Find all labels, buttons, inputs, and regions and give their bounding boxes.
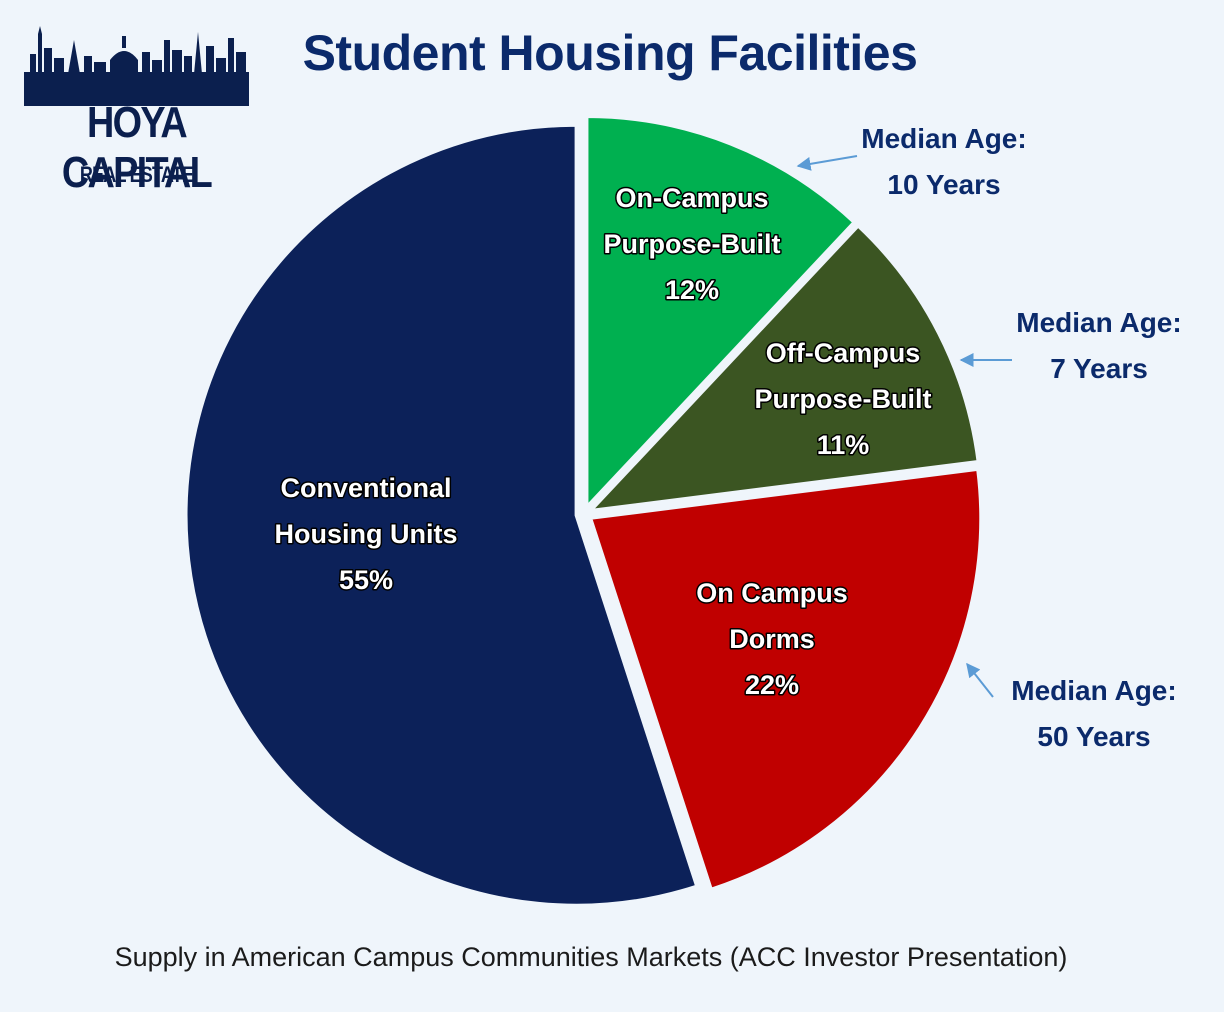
pie-slice-on-campus-purpose-built <box>585 115 857 511</box>
median-age-annotation: Median Age: 50 Years <box>1011 675 1176 752</box>
chart-caption: Supply in American Campus Communities Ma… <box>114 942 1068 972</box>
skyline-icon <box>24 26 249 106</box>
chart-title: Student Housing Facilities <box>302 25 918 81</box>
brand-subtitle: REAL ESTATE <box>79 162 194 187</box>
pie-slice-off-campus-purpose-built <box>587 223 980 513</box>
median-age-annotation: Median Age: 10 Years <box>861 123 1026 200</box>
hoya-capital-logo: HOYA CAPITAL REAL ESTATE <box>24 26 249 197</box>
slice-label: On-Campus Purpose-Built 12% <box>603 183 780 305</box>
slice-label: Off-Campus Purpose-Built 11% <box>754 338 931 460</box>
median-age-annotation: Median Age: 7 Years <box>1016 307 1181 384</box>
annotation-arrow-icon <box>796 155 858 171</box>
brand-name: HOYA CAPITAL <box>61 98 213 197</box>
annotation-arrow-icon <box>966 662 994 698</box>
pie-slice-on-campus-dorms <box>588 467 983 892</box>
pie-slice-conventional-housing-units <box>184 123 699 907</box>
slice-label: On Campus Dorms 22% <box>696 578 848 700</box>
slice-label: Conventional Housing Units 55% <box>275 473 458 595</box>
